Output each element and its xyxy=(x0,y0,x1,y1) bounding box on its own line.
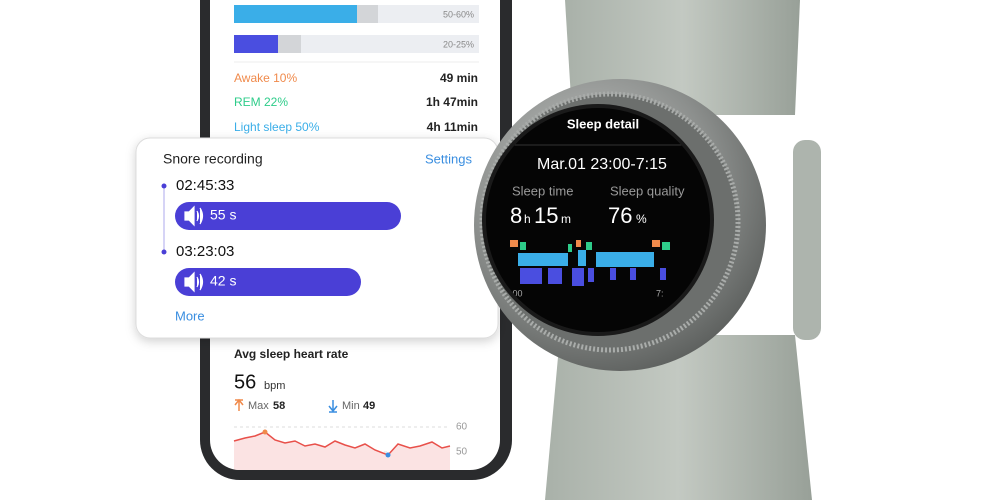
card-title: Snore recording xyxy=(163,151,263,167)
timeline-dot xyxy=(161,249,167,255)
stage-name: REM 22% xyxy=(234,95,288,109)
stage-deep xyxy=(610,268,616,280)
stage-deep xyxy=(572,268,584,286)
stage-name: Awake 10% xyxy=(234,71,297,85)
stage-deep xyxy=(588,268,594,282)
min-point xyxy=(385,452,391,458)
stage-duration: 1h 47min xyxy=(426,95,478,109)
chart-axis-label: 60 xyxy=(456,422,468,433)
recording-pill[interactable] xyxy=(175,202,401,230)
heart-rate-area xyxy=(234,432,450,470)
stage-deep xyxy=(548,268,562,284)
stage-name: Light sleep 50% xyxy=(234,120,320,134)
max-point xyxy=(262,429,268,435)
stage-rem xyxy=(568,244,572,252)
stage-bar-fill xyxy=(234,35,278,53)
stage-awake xyxy=(576,240,581,247)
heart-rate-value: 56 xyxy=(234,371,256,393)
hypnogram-axis-label: :00 xyxy=(510,288,523,298)
max-icon xyxy=(234,398,244,411)
strap-bottom xyxy=(545,335,812,500)
min-label: Min xyxy=(342,400,360,412)
strap-lug xyxy=(793,140,821,340)
sleep-quality-label: Sleep quality xyxy=(610,183,685,198)
stage-light xyxy=(596,252,654,267)
timeline-dot xyxy=(161,183,167,189)
settings-link[interactable]: Settings xyxy=(425,151,472,166)
watch-title: Sleep detail xyxy=(567,116,639,131)
stage-bar-range xyxy=(278,35,301,53)
chart-axis-label: 50 xyxy=(456,447,468,458)
heart-rate-title: Avg sleep heart rate xyxy=(234,347,349,361)
stage-bar-range xyxy=(357,5,378,23)
stage-bar-label: 50-60% xyxy=(443,9,474,19)
stage-duration: 49 min xyxy=(440,71,478,85)
sleep-minutes: 15 xyxy=(534,203,558,228)
watch-date: Mar.01 23:00-7:15 xyxy=(537,156,667,173)
recording-pill[interactable] xyxy=(175,268,361,296)
sleep-hours: 8 xyxy=(510,203,522,228)
minutes-unit: m xyxy=(561,212,571,226)
min-value: 49 xyxy=(363,400,375,412)
recording-duration: 42 s xyxy=(210,273,236,289)
stage-deep xyxy=(520,268,542,284)
recording-time: 02:45:33 xyxy=(176,177,234,194)
stage-awake xyxy=(652,240,660,247)
stage-awake xyxy=(510,240,518,247)
stage-rem xyxy=(520,242,526,250)
stage-deep xyxy=(660,268,666,280)
more-link[interactable]: More xyxy=(175,308,205,323)
stage-light xyxy=(518,253,568,266)
speaker-icon xyxy=(184,205,204,227)
watch: Sleep detail Mar.01 23:00-7:15 Sleep tim… xyxy=(474,0,821,500)
hypnogram xyxy=(510,240,670,286)
heart-rate-line xyxy=(233,431,451,456)
heart-rate-unit: bpm xyxy=(264,380,285,392)
max-label: Max xyxy=(248,400,269,412)
stage-duration: 4h 11min xyxy=(427,120,478,134)
snore-card: Snore recording Settings 02:45:33 55 s 0… xyxy=(135,137,499,339)
sleep-quality: 76 xyxy=(608,203,632,228)
quality-unit: % xyxy=(636,212,647,226)
stage-deep xyxy=(630,268,636,280)
stage-bar-label: 20-25% xyxy=(443,39,474,49)
sleep-time-label: Sleep time xyxy=(512,183,573,198)
recording-time: 03:23:03 xyxy=(176,243,234,260)
hypnogram-axis-label: 7: xyxy=(656,288,664,298)
speaker-icon xyxy=(184,271,204,293)
min-icon xyxy=(328,400,338,413)
max-value: 58 xyxy=(273,400,285,412)
hours-unit: h xyxy=(524,212,531,226)
stage-light xyxy=(578,250,586,266)
recording-duration: 55 s xyxy=(210,207,236,223)
stage-rem xyxy=(586,242,592,250)
stage-bar-fill xyxy=(234,5,357,23)
stage-rem xyxy=(662,242,670,250)
